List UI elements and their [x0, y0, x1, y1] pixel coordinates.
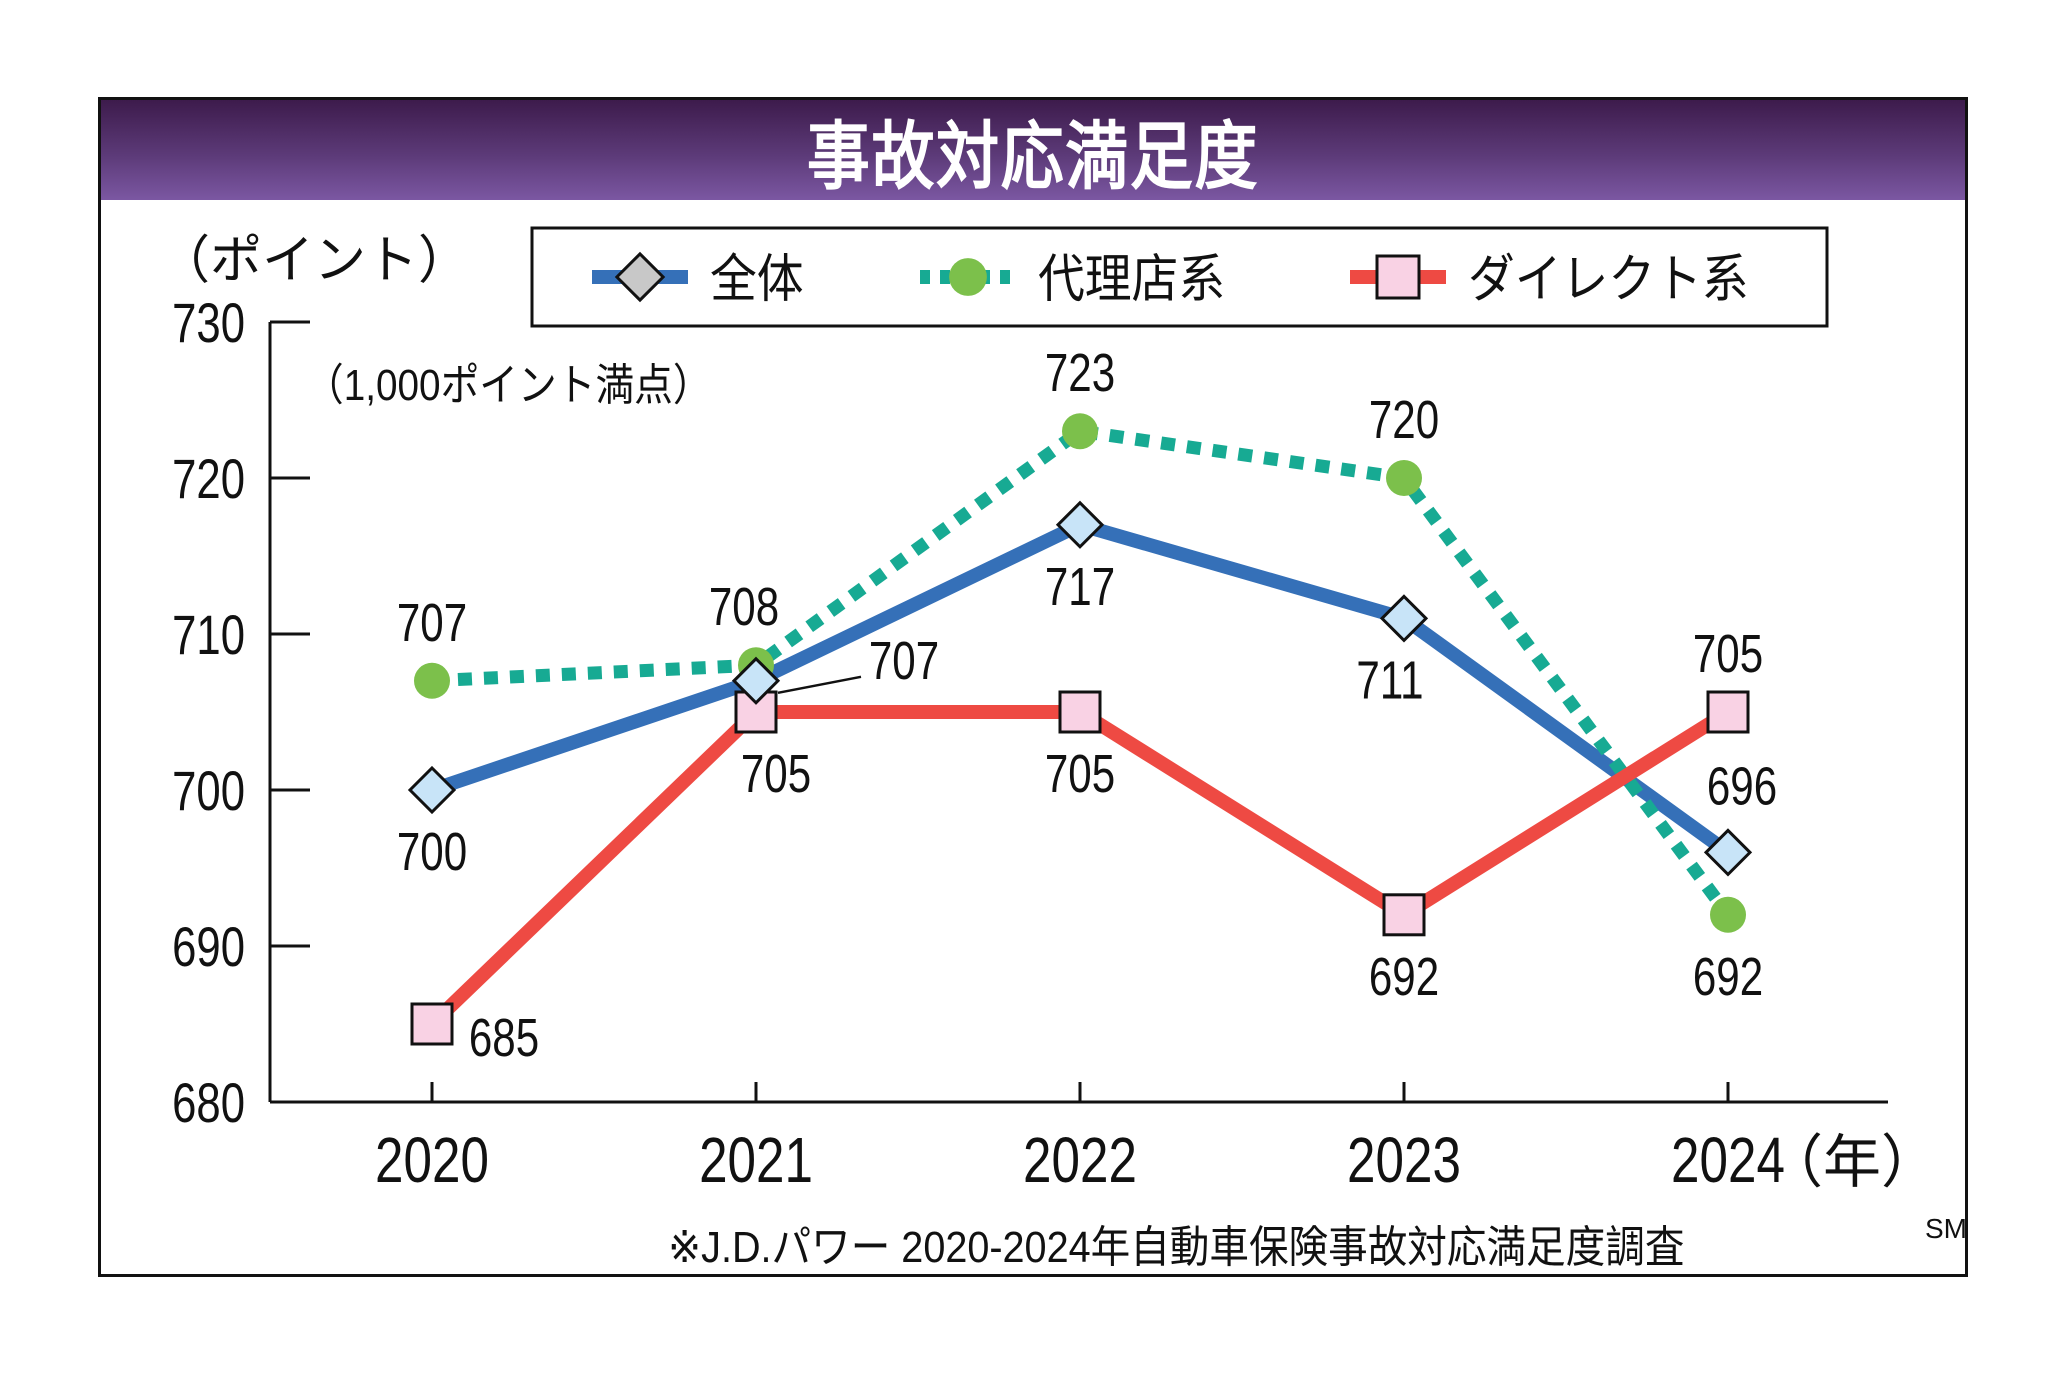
x-axis-unit-label: （年） [1765, 1130, 1939, 1195]
x-tick-label: 2022 [1023, 1126, 1137, 1197]
legend: 全体 代理店系 ダイレクト系 [530, 226, 1829, 328]
y-tick-label: 710 [172, 604, 245, 666]
data-point-2-0 [410, 1002, 454, 1046]
legend-marker-0 [614, 251, 666, 303]
data-label: 705 [741, 744, 811, 804]
series-line-1 [431, 424, 1734, 919]
y-tick-label: 680 [172, 1072, 245, 1134]
data-labels: 700 707 717 711 696 707 708 723 720 692 685 705 705 6… [397, 343, 1777, 1068]
y-axis-unit-label: （ポイント） [158, 232, 470, 290]
scale-note: （1,000ポイント満点） [305, 360, 712, 410]
data-label: 720 [1369, 390, 1439, 450]
data-label: 696 [1707, 756, 1777, 816]
data-label: 707 [869, 631, 939, 691]
y-tick-label: 690 [172, 916, 245, 978]
data-point-0-2 [1055, 500, 1105, 549]
data-label: 685 [469, 1008, 539, 1068]
x-tick-label: 2020 [375, 1126, 489, 1197]
legend-label-0: 全体 [710, 251, 804, 309]
title-bar: 事故対応満足度 [101, 100, 1965, 200]
data-label: 705 [1045, 744, 1115, 804]
data-label: 692 [1369, 947, 1439, 1007]
legend-marker-1 [949, 258, 987, 296]
source-note: ※J.D.パワー 2020-2024年自動車保険事故対応満足度調査 [668, 1222, 1684, 1271]
data-point-1-2 [1062, 413, 1098, 450]
axes: 680 690 700 710 720 730 2020 2021 2022 2023 2024 [172, 292, 1888, 1197]
data-point-0-3 [1379, 594, 1429, 643]
data-label: 723 [1045, 343, 1115, 403]
chart-texts: （年） （ポイント） （1,000ポイント満点） ※J.D.パワー 2020-2024… [158, 232, 1967, 1271]
chart-title: 事故対応満足度 [806, 113, 1260, 200]
data-point-1-0 [414, 662, 450, 699]
x-tick-label: 2024 [1671, 1126, 1785, 1197]
data-point-2-3 [1382, 893, 1426, 937]
y-tick-label: 700 [172, 760, 245, 822]
legend-label-2: ダイレクト系 [1468, 251, 1749, 309]
y-tick-label: 720 [172, 448, 245, 510]
data-point-2-2 [1058, 690, 1102, 734]
data-point-1-3 [1386, 460, 1422, 496]
data-label: 711 [1356, 650, 1423, 710]
data-point-0-1 [731, 656, 781, 705]
legend-box [530, 226, 1829, 328]
legend-marker-2 [1375, 254, 1421, 300]
data-label: 708 [709, 577, 779, 637]
leader-line [777, 675, 862, 695]
series-markers [407, 413, 1753, 1046]
data-label: 700 [397, 822, 467, 882]
y-tick-label: 730 [172, 292, 245, 354]
data-point-0-4 [1703, 828, 1753, 877]
data-label: 705 [1693, 624, 1763, 684]
data-label: 692 [1693, 947, 1763, 1007]
data-point-1-4 [1710, 896, 1746, 933]
source-superscript: SM [1925, 1213, 1967, 1244]
x-tick-label: 2021 [699, 1126, 813, 1197]
data-label: 707 [397, 593, 467, 653]
x-tick-label: 2023 [1347, 1126, 1461, 1197]
data-point-0-0 [407, 765, 457, 815]
data-point-2-4 [1706, 690, 1750, 734]
legend-label-1: 代理店系 [1038, 251, 1225, 309]
data-label: 717 [1045, 557, 1115, 617]
